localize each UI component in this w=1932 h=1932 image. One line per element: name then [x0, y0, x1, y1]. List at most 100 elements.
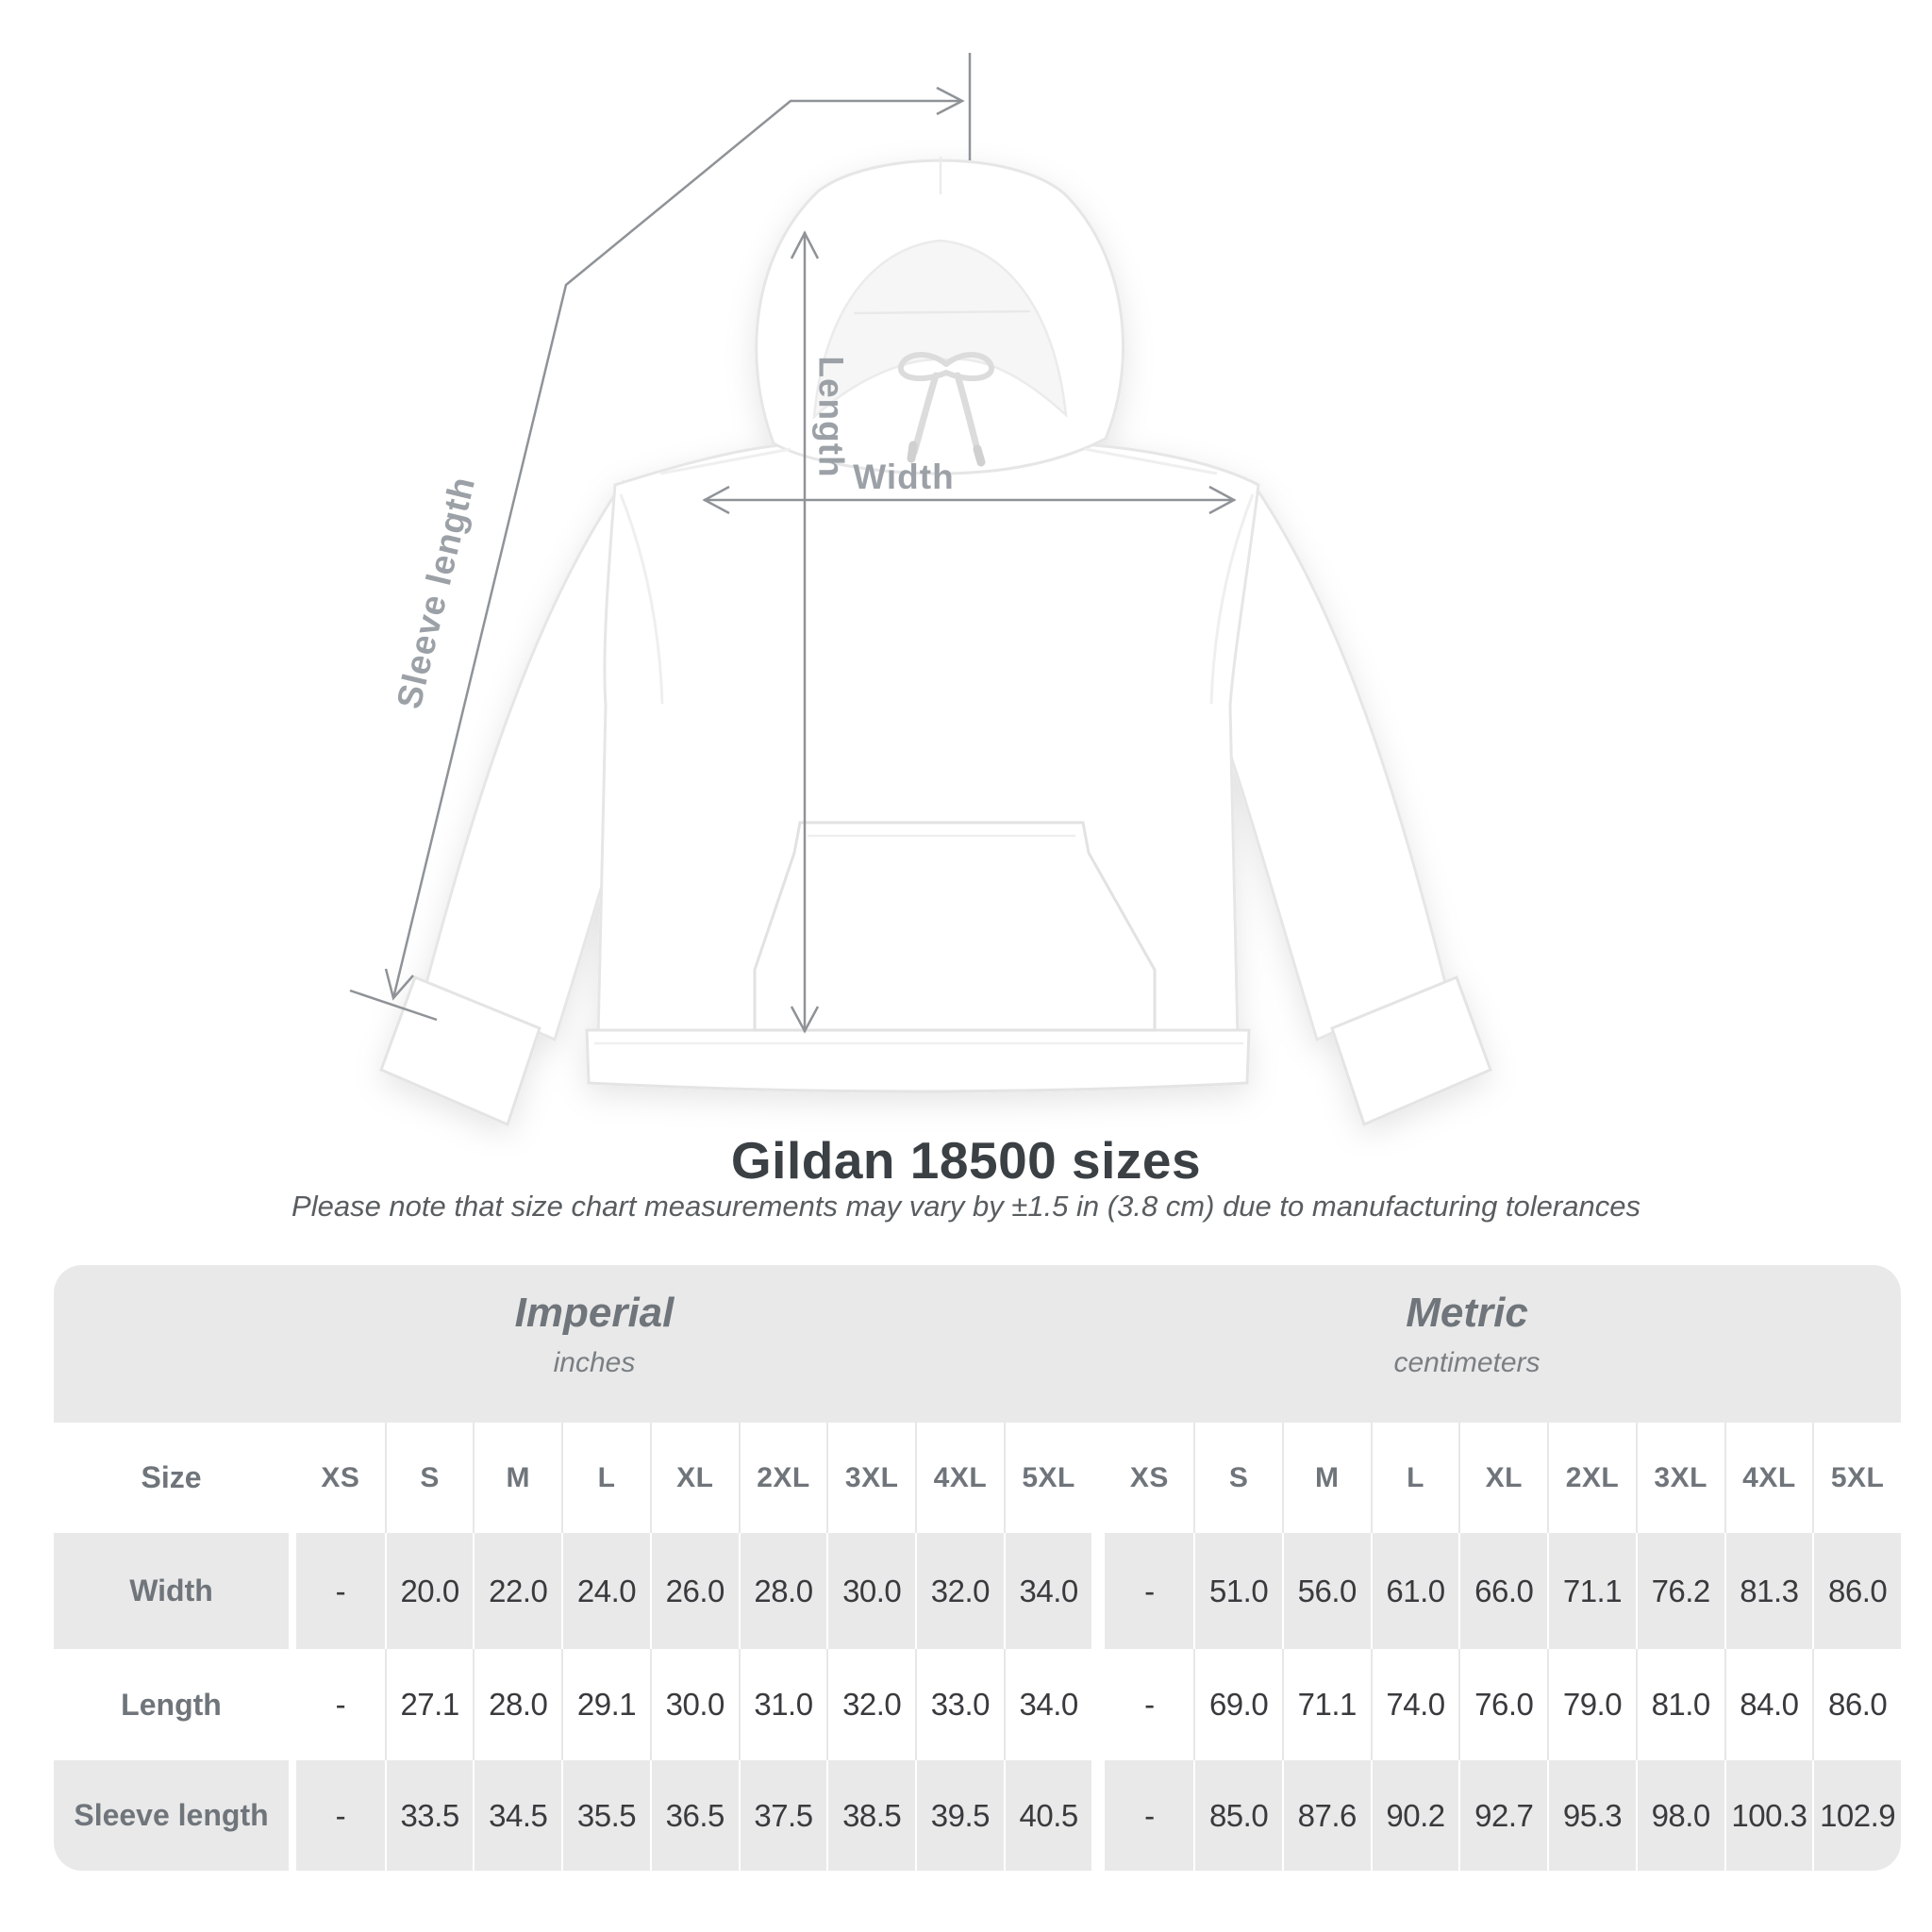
table-cell: 30.0: [649, 1649, 739, 1760]
sleeve-length-arrow-down-icon: [384, 968, 414, 1001]
size-col-header: XL: [1458, 1423, 1548, 1533]
table-cell: 86.0: [1812, 1649, 1901, 1760]
table-cell: -: [1105, 1760, 1194, 1871]
measurement-lines: [349, 53, 1237, 1034]
table-cell: 85.0: [1193, 1760, 1282, 1871]
row-label: Sleeve length: [54, 1760, 289, 1871]
size-col-header: 4XL: [915, 1423, 1004, 1533]
table-cell: 31.0: [738, 1649, 827, 1760]
size-col-header: 4XL: [1724, 1423, 1813, 1533]
column-gap: [289, 1760, 296, 1871]
table-cell: 28.0: [738, 1533, 827, 1649]
imperial-group-header: Imperial inches: [311, 1290, 877, 1379]
hoodie-measurement-diagram: Length Width Sleeve length: [349, 53, 1492, 1127]
imperial-unit: inches: [553, 1346, 636, 1378]
table-cell: 40.5: [1003, 1760, 1092, 1871]
length-arrow-down-icon: [790, 1006, 820, 1034]
table-cell: 33.0: [915, 1649, 1004, 1760]
table-cell: 33.5: [384, 1760, 474, 1871]
tolerance-note: Please note that size chart measurements…: [291, 1190, 1641, 1223]
size-col-header: M: [1281, 1423, 1371, 1533]
table-cell: 32.0: [915, 1533, 1004, 1649]
table-cell: 37.5: [738, 1760, 827, 1871]
size-col-header: 3XL: [1635, 1423, 1724, 1533]
table-cell: 34.5: [473, 1760, 562, 1871]
size-col-header: 2XL: [1547, 1423, 1636, 1533]
table-cell: 26.0: [649, 1533, 739, 1649]
table-cell: -: [296, 1533, 385, 1649]
group-gap: [1091, 1533, 1105, 1649]
size-col-header: S: [384, 1423, 474, 1533]
metric-unit: centimeters: [1393, 1346, 1541, 1378]
size-col-header: S: [1193, 1423, 1282, 1533]
sleeve-length-end-tick-bottom: [349, 989, 438, 1022]
table-cell: 74.0: [1370, 1649, 1459, 1760]
table-cell: 24.0: [561, 1533, 650, 1649]
table-cell: -: [296, 1760, 385, 1871]
table-row-length: Length - 27.1 28.0 29.1 30.0 31.0 32.0 3…: [54, 1649, 1901, 1760]
table-cell: 92.7: [1458, 1760, 1548, 1871]
group-gap: [1091, 1649, 1105, 1760]
size-col-header: XL: [649, 1423, 739, 1533]
table-cell: 27.1: [384, 1649, 474, 1760]
width-label: Width: [853, 458, 954, 496]
size-col-header: XS: [296, 1423, 385, 1533]
column-gap: [289, 1649, 296, 1760]
table-cell: 69.0: [1193, 1649, 1282, 1760]
group-gap: [1091, 1423, 1105, 1533]
column-gap: [289, 1423, 296, 1533]
size-table: Imperial inches Metric centimeters Size …: [54, 1265, 1901, 1871]
table-cell: 39.5: [915, 1760, 1004, 1871]
unit-header-band: Imperial inches Metric centimeters: [54, 1265, 1901, 1423]
table-cell: 22.0: [473, 1533, 562, 1649]
table-cell: 28.0: [473, 1649, 562, 1760]
table-cell: 90.2: [1370, 1760, 1459, 1871]
table-cell: 34.0: [1003, 1649, 1092, 1760]
table-cell: 30.0: [826, 1533, 916, 1649]
size-col-header: L: [561, 1423, 650, 1533]
table-cell: 38.5: [826, 1760, 916, 1871]
group-gap: [1091, 1760, 1105, 1871]
sleeve-length-line: [391, 99, 960, 999]
table-row-sleeve-length: Sleeve length - 33.5 34.5 35.5 36.5 37.5…: [54, 1760, 1901, 1871]
table-cell: 81.3: [1724, 1533, 1813, 1649]
table-cell: -: [1105, 1533, 1194, 1649]
table-cell: 95.3: [1547, 1760, 1636, 1871]
sleeve-length-label: Sleeve length: [390, 473, 483, 712]
hoodie-image: [379, 157, 1492, 1127]
width-arrow-left-icon: [702, 485, 730, 515]
table-cell: 32.0: [826, 1649, 916, 1760]
row-label: Width: [54, 1533, 289, 1649]
table-cell: 87.6: [1281, 1760, 1371, 1871]
length-arrow-up-icon: [790, 230, 820, 259]
size-col-header: M: [473, 1423, 562, 1533]
table-cell: 81.0: [1635, 1649, 1724, 1760]
table-cell: 86.0: [1812, 1533, 1901, 1649]
table-cell: 35.5: [561, 1760, 650, 1871]
table-cell: 36.5: [649, 1760, 739, 1871]
metric-title: Metric: [1406, 1290, 1528, 1336]
table-cell: 51.0: [1193, 1533, 1282, 1649]
size-col-header: L: [1370, 1423, 1459, 1533]
metric-group-header: Metric centimeters: [1184, 1290, 1750, 1379]
size-col-header: 3XL: [826, 1423, 916, 1533]
row-label: Length: [54, 1649, 289, 1760]
width-arrow-right-icon: [1208, 485, 1237, 515]
imperial-title: Imperial: [514, 1290, 675, 1336]
size-col-header: XS: [1105, 1423, 1194, 1533]
table-cell: 20.0: [384, 1533, 474, 1649]
table-cell: 56.0: [1281, 1533, 1371, 1649]
page-title: Gildan 18500 sizes: [730, 1131, 1202, 1190]
table-cell: 71.1: [1281, 1649, 1371, 1760]
table-row-width: Width - 20.0 22.0 24.0 26.0 28.0 30.0 32…: [54, 1533, 1901, 1649]
table-cell: 84.0: [1724, 1649, 1813, 1760]
table-cell: 61.0: [1370, 1533, 1459, 1649]
table-cell: 102.9: [1812, 1760, 1901, 1871]
table-cell: 79.0: [1547, 1649, 1636, 1760]
table-header-row: Size XS S M L XL 2XL 3XL 4XL 5XL XS S M …: [54, 1423, 1901, 1533]
size-col-header: 2XL: [738, 1423, 827, 1533]
column-gap: [289, 1533, 296, 1649]
table-cell: 66.0: [1458, 1533, 1548, 1649]
table-cell: -: [1105, 1649, 1194, 1760]
table-cell: 98.0: [1635, 1760, 1724, 1871]
